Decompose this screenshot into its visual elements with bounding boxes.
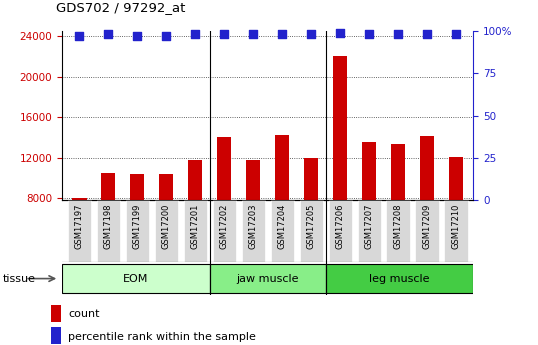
Bar — [242, 200, 265, 262]
Point — [75, 33, 83, 39]
Point — [336, 30, 344, 36]
Bar — [130, 174, 145, 279]
Bar — [126, 200, 149, 262]
Text: GSM17197: GSM17197 — [75, 203, 84, 249]
Bar — [386, 200, 409, 262]
Bar — [415, 200, 438, 262]
Bar — [62, 264, 210, 293]
Point — [104, 32, 112, 37]
Point — [365, 32, 373, 37]
Text: GSM17203: GSM17203 — [249, 203, 258, 249]
Text: GSM17198: GSM17198 — [104, 203, 113, 249]
Text: GSM17202: GSM17202 — [220, 203, 229, 249]
Text: count: count — [68, 309, 100, 319]
Bar — [271, 200, 294, 262]
Bar — [333, 56, 348, 279]
Bar — [97, 200, 120, 262]
Text: GSM17205: GSM17205 — [307, 203, 316, 249]
Point — [394, 32, 402, 37]
Bar — [217, 137, 231, 279]
Text: GSM17209: GSM17209 — [422, 203, 431, 249]
Bar — [444, 200, 468, 262]
Bar — [358, 200, 381, 262]
Bar — [51, 305, 61, 322]
Text: leg muscle: leg muscle — [369, 274, 430, 284]
Point — [249, 32, 258, 37]
Text: GSM17201: GSM17201 — [190, 203, 200, 249]
Bar — [325, 264, 473, 293]
Text: GSM17206: GSM17206 — [336, 203, 345, 249]
Text: GSM17199: GSM17199 — [133, 203, 141, 249]
Text: GSM17200: GSM17200 — [162, 203, 171, 249]
Bar — [68, 200, 91, 262]
Text: GSM17204: GSM17204 — [278, 203, 287, 249]
Bar — [188, 160, 202, 279]
Text: GSM17207: GSM17207 — [365, 203, 373, 249]
Bar — [329, 200, 352, 262]
Text: GSM17208: GSM17208 — [394, 203, 402, 249]
Text: EOM: EOM — [123, 274, 148, 284]
Bar — [210, 264, 325, 293]
Bar — [154, 200, 178, 262]
Text: percentile rank within the sample: percentile rank within the sample — [68, 332, 257, 342]
Bar — [304, 158, 318, 279]
Point — [278, 32, 286, 37]
Bar — [246, 160, 260, 279]
Point — [191, 32, 200, 37]
Text: tissue: tissue — [3, 274, 36, 284]
Text: jaw muscle: jaw muscle — [236, 274, 299, 284]
Bar — [362, 142, 377, 279]
Point — [162, 33, 171, 39]
Text: GSM17210: GSM17210 — [451, 203, 461, 249]
Bar — [183, 200, 207, 262]
Text: GDS702 / 97292_at: GDS702 / 97292_at — [56, 1, 186, 14]
Point — [307, 32, 315, 37]
Bar — [391, 145, 405, 279]
Point — [133, 33, 141, 39]
Point — [423, 32, 431, 37]
Bar — [420, 136, 434, 279]
Bar — [72, 198, 87, 279]
Bar — [159, 174, 173, 279]
Bar — [213, 200, 236, 262]
Bar — [101, 173, 116, 279]
Bar — [300, 200, 323, 262]
Bar — [275, 135, 289, 279]
Point — [452, 32, 461, 37]
Bar — [51, 327, 61, 344]
Bar — [449, 157, 463, 279]
Point — [220, 32, 229, 37]
